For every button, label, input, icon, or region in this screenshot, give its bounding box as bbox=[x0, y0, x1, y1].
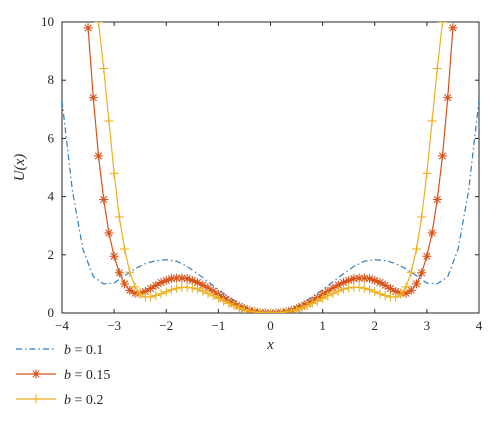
legend-variable: b bbox=[64, 393, 71, 408]
asterisk-marker-d2 bbox=[371, 276, 379, 285]
axis-labels: x U(x) bbox=[12, 154, 274, 353]
x-axis-label: x bbox=[266, 337, 274, 353]
legend-variable: b bbox=[64, 343, 71, 358]
legend-variable: b bbox=[64, 368, 71, 383]
asterisk-marker-d2 bbox=[167, 275, 176, 283]
legend-value: = 0.2 bbox=[71, 393, 103, 408]
asterisk-marker-d2 bbox=[391, 287, 400, 296]
x-tick-label: −1 bbox=[211, 318, 225, 333]
asterisk-marker-d2 bbox=[120, 280, 129, 288]
asterisk-marker-d2 bbox=[381, 281, 389, 289]
asterisk-marker-d2 bbox=[355, 274, 363, 282]
asterisk-marker-d2 bbox=[412, 280, 421, 288]
x-tick-label: 1 bbox=[319, 318, 326, 333]
axes bbox=[61, 21, 480, 314]
series bbox=[93, 22, 448, 313]
asterisk-marker-d2 bbox=[423, 252, 431, 260]
asterisk-marker-d2 bbox=[32, 370, 40, 378]
x-tick-label: 0 bbox=[267, 318, 274, 333]
y-tick-label: 0 bbox=[48, 305, 55, 320]
asterisk-marker-d2 bbox=[173, 274, 181, 282]
asterisk-marker-d1 bbox=[266, 309, 272, 313]
asterisk-marker-d2 bbox=[365, 275, 374, 283]
series-line bbox=[97, 22, 444, 313]
legend-label: b = 0.2 bbox=[64, 393, 103, 408]
series-line bbox=[87, 27, 454, 313]
asterisk-marker-d2 bbox=[146, 284, 155, 293]
legend-label: b = 0.15 bbox=[64, 368, 110, 383]
legend-value: = 0.15 bbox=[71, 368, 110, 383]
legend-label: b = 0.1 bbox=[64, 343, 103, 358]
y-tick-label: 2 bbox=[48, 247, 55, 262]
series-layer bbox=[62, 22, 479, 313]
asterisk-marker-d2 bbox=[183, 275, 191, 283]
x-tick-label: −4 bbox=[55, 318, 69, 333]
x-tick-label: −3 bbox=[107, 318, 121, 333]
asterisk-marker-d2 bbox=[428, 229, 436, 237]
asterisk-marker-d2 bbox=[115, 269, 123, 277]
asterisk-marker-d2 bbox=[433, 195, 441, 204]
asterisk-marker-d2 bbox=[152, 281, 160, 289]
x-tick-label: 3 bbox=[424, 318, 431, 333]
legend-item: b = 0.15 bbox=[16, 368, 110, 383]
series-line bbox=[62, 100, 479, 313]
asterisk-marker-d2 bbox=[84, 24, 92, 32]
asterisk-marker-d2 bbox=[444, 94, 452, 102]
y-axis-label: U(x) bbox=[12, 154, 28, 181]
legend-item: b = 0.1 bbox=[16, 343, 103, 358]
asterisk-marker-d2 bbox=[110, 252, 118, 260]
asterisk-marker-d2 bbox=[188, 276, 196, 285]
asterisk-marker-d2 bbox=[438, 152, 447, 160]
y-tick-label: 8 bbox=[48, 72, 55, 87]
asterisk-marker-d2 bbox=[376, 278, 384, 287]
asterisk-marker-d2 bbox=[204, 284, 212, 292]
asterisk-marker-d2 bbox=[324, 287, 332, 295]
asterisk-marker-d2 bbox=[105, 229, 113, 237]
asterisk-marker-d2 bbox=[100, 195, 108, 204]
x-tick-label: 2 bbox=[372, 318, 379, 333]
asterisk-marker-d2 bbox=[94, 152, 103, 160]
asterisk-marker-d2 bbox=[407, 286, 415, 294]
asterisk-marker-d2 bbox=[350, 275, 358, 283]
y-tick-label: 4 bbox=[48, 189, 55, 204]
asterisk-marker-d2 bbox=[89, 94, 97, 102]
asterisk-marker-d2 bbox=[402, 289, 410, 297]
legend-item: b = 0.2 bbox=[16, 393, 103, 408]
asterisk-marker-d2 bbox=[449, 24, 457, 32]
series bbox=[62, 100, 479, 313]
legend-value: = 0.1 bbox=[71, 343, 103, 358]
x-tick-label: 4 bbox=[476, 318, 483, 333]
series bbox=[83, 23, 458, 313]
plot-frame bbox=[61, 21, 480, 314]
asterisk-marker-d2 bbox=[386, 284, 395, 293]
asterisk-marker-d2 bbox=[269, 309, 275, 313]
y-tick-label: 10 bbox=[41, 14, 54, 29]
tick-labels: −4 −3 −2 −1 0 1 2 3 4 0 2 4 6 8 10 bbox=[41, 14, 483, 333]
x-tick-label: −2 bbox=[159, 318, 173, 333]
asterisk-marker-d2 bbox=[131, 289, 139, 297]
asterisk-marker-d2 bbox=[193, 278, 202, 287]
asterisk-marker-d2 bbox=[329, 284, 337, 292]
asterisk-marker-d2 bbox=[418, 269, 426, 277]
y-tick-label: 6 bbox=[48, 130, 55, 145]
legend: b = 0.1b = 0.15b = 0.2 bbox=[16, 343, 110, 408]
asterisk-marker-d2 bbox=[199, 281, 207, 289]
asterisk-marker-d2 bbox=[126, 286, 134, 294]
